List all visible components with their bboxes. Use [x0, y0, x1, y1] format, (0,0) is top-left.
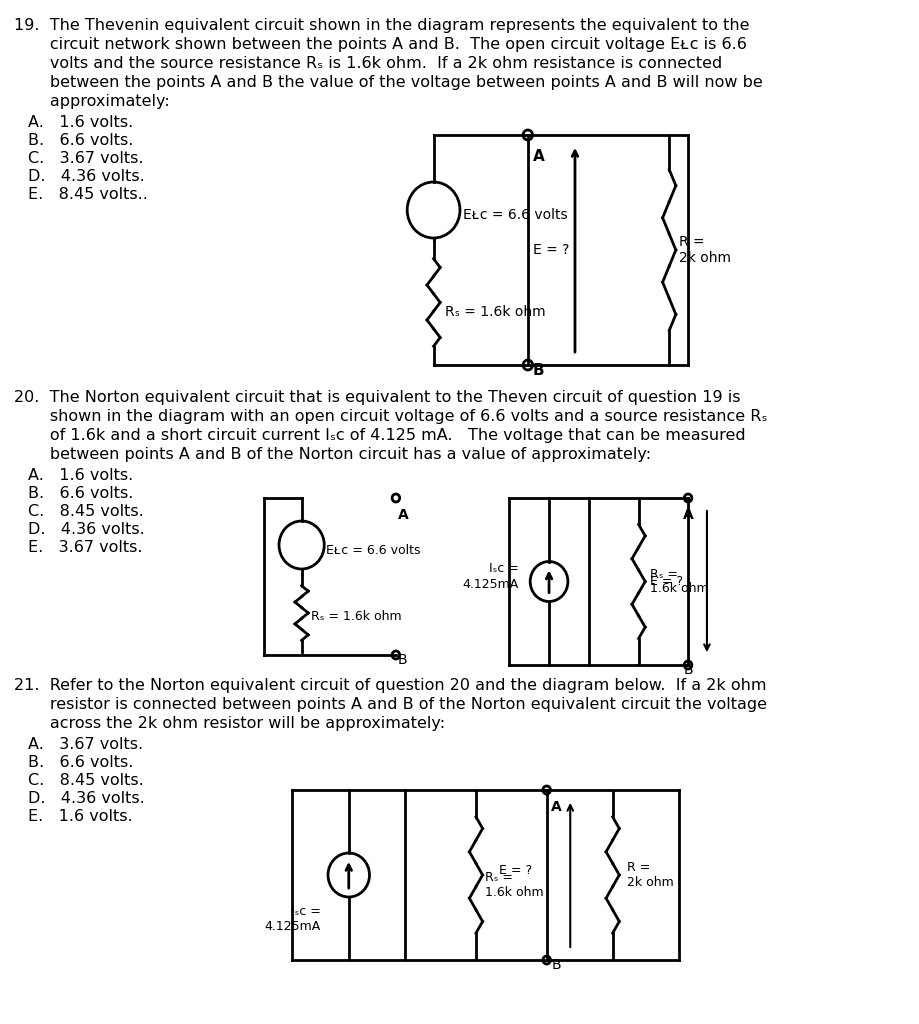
Text: D.   4.36 volts.: D. 4.36 volts. [28, 522, 145, 537]
Circle shape [543, 956, 550, 964]
Text: A: A [684, 508, 694, 522]
Text: E = ?: E = ? [532, 243, 569, 257]
Text: A.   1.6 volts.: A. 1.6 volts. [28, 115, 133, 130]
Text: approximately:: approximately: [14, 94, 170, 109]
Text: shown in the diagram with an open circuit voltage of 6.6 volts and a source resi: shown in the diagram with an open circui… [14, 409, 767, 424]
Circle shape [685, 662, 692, 669]
Text: resistor is connected between points A and B of the Norton equivalent circuit th: resistor is connected between points A a… [14, 697, 767, 712]
Circle shape [392, 651, 400, 659]
Text: Iₛᴄ =
4.125mA: Iₛᴄ = 4.125mA [265, 905, 321, 933]
Text: D.   4.36 volts.: D. 4.36 volts. [28, 169, 145, 184]
Text: 19.  The Thevenin equivalent circuit shown in the diagram represents the equival: 19. The Thevenin equivalent circuit show… [14, 18, 750, 33]
Text: Rₛ =
1.6k ohm: Rₛ = 1.6k ohm [485, 871, 544, 899]
Text: B: B [398, 653, 407, 667]
Text: A.   1.6 volts.: A. 1.6 volts. [28, 468, 133, 483]
Circle shape [523, 360, 532, 370]
Text: E = ?: E = ? [651, 575, 684, 588]
Text: B.   6.6 volts.: B. 6.6 volts. [28, 486, 133, 501]
Text: of 1.6k and a short circuit current Iₛᴄ of 4.125 mA.   The voltage that can be m: of 1.6k and a short circuit current Iₛᴄ … [14, 428, 745, 443]
Text: D.   4.36 volts.: D. 4.36 volts. [28, 791, 145, 806]
Text: Rₛ =
1.6k ohm: Rₛ = 1.6k ohm [650, 567, 709, 596]
Text: 21.  Refer to the Norton equivalent circuit of question 20 and the diagram below: 21. Refer to the Norton equivalent circu… [14, 678, 766, 693]
Text: E.   1.6 volts.: E. 1.6 volts. [28, 809, 133, 824]
Text: Eᴌᴄ = 6.6 volts: Eᴌᴄ = 6.6 volts [463, 208, 567, 222]
Text: circuit network shown between the points A and B.  The open circuit voltage Eᴌᴄ : circuit network shown between the points… [14, 37, 747, 52]
Text: Rₛ = 1.6k ohm: Rₛ = 1.6k ohm [311, 610, 402, 624]
Text: A: A [532, 150, 544, 164]
Text: between the points A and B the value of the voltage between points A and B will : between the points A and B the value of … [14, 75, 763, 90]
Text: R =
2k ohm: R = 2k ohm [627, 861, 674, 889]
Text: across the 2k ohm resistor will be approximately:: across the 2k ohm resistor will be appro… [14, 716, 446, 731]
Text: Eᴌᴄ = 6.6 volts: Eᴌᴄ = 6.6 volts [326, 544, 421, 556]
Text: B: B [684, 663, 693, 677]
Text: B.   6.6 volts.: B. 6.6 volts. [28, 755, 133, 770]
Text: R =
2k ohm: R = 2k ohm [678, 234, 731, 265]
Text: E = ?: E = ? [499, 863, 532, 877]
Text: A: A [551, 800, 562, 814]
Text: E.   8.45 volts..: E. 8.45 volts.. [28, 187, 148, 202]
Text: volts and the source resistance Rₛ is 1.6k ohm.  If a 2k ohm resistance is conne: volts and the source resistance Rₛ is 1.… [14, 56, 722, 71]
Circle shape [685, 494, 692, 502]
Text: 20.  The Norton equivalent circuit that is equivalent to the Theven circuit of q: 20. The Norton equivalent circuit that i… [14, 390, 741, 406]
Text: Iₛᴄ =
4.125mA: Iₛᴄ = 4.125mA [462, 562, 519, 591]
Text: C.   3.67 volts.: C. 3.67 volts. [28, 151, 143, 166]
Text: between points A and B of the Norton circuit has a value of approximately:: between points A and B of the Norton cir… [14, 447, 652, 462]
Text: B: B [532, 362, 544, 378]
Circle shape [392, 494, 400, 502]
Text: B.   6.6 volts.: B. 6.6 volts. [28, 133, 133, 148]
Text: A.   3.67 volts.: A. 3.67 volts. [28, 737, 143, 752]
Text: B: B [551, 958, 561, 972]
Circle shape [543, 786, 550, 794]
Text: E.   3.67 volts.: E. 3.67 volts. [28, 540, 142, 555]
Text: C.   8.45 volts.: C. 8.45 volts. [28, 504, 144, 519]
Circle shape [523, 130, 532, 140]
Text: Rₛ = 1.6k ohm: Rₛ = 1.6k ohm [445, 304, 546, 318]
Text: C.   8.45 volts.: C. 8.45 volts. [28, 773, 144, 788]
Text: A: A [398, 508, 409, 522]
